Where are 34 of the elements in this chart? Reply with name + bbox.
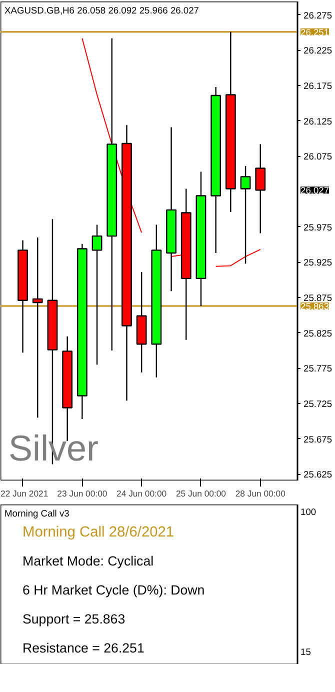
text: Morning Call 28/6/2021	[22, 524, 174, 540]
candlestick	[255, 144, 266, 234]
x-tick-label: 28 Jun 00:00	[235, 488, 286, 498]
text: 100	[300, 507, 316, 517]
text: Resistance = 26.251	[22, 640, 144, 656]
text: 15	[300, 647, 311, 657]
y-tick-label: 26.125	[304, 116, 332, 126]
text: Support = 25.863	[22, 612, 126, 626]
y-tick-label: 25.975	[304, 222, 332, 232]
y-tick-label: 26.175	[304, 81, 332, 92]
x-tick-label: 24 Jun 00:00	[116, 488, 167, 498]
y-tick-label: 26.225	[304, 46, 332, 56]
y-tick-label: 25.925	[304, 258, 332, 268]
y-tick-label: 26.075	[304, 152, 332, 162]
ref-line-label: 26.251	[300, 27, 330, 38]
y-tick-label: 25.775	[304, 364, 332, 374]
y-tick-label: 25.875	[304, 293, 332, 304]
text: 26.027	[300, 186, 330, 196]
y-tick-label: 26.275	[304, 10, 332, 20]
chart-title: XAGUSD.GB,H6 26.058 26.092 25.966 26.027	[4, 6, 199, 16]
text: 6 Hr Market Cycle (D%): Down	[22, 582, 205, 598]
text: Market Mode: Cyclical	[22, 554, 154, 568]
y-tick-label: 25.725	[304, 398, 332, 409]
y-tick-label: 25.625	[304, 470, 332, 480]
x-tick-label: 23 Jun 00:00	[57, 488, 108, 498]
text: Morning Call v3	[4, 508, 70, 518]
y-tick-label: 25.675	[304, 434, 332, 444]
x-tick-label: 25 Jun 00:00	[176, 488, 226, 498]
candlestick	[32, 236, 43, 418]
ref-line-label: 25.863	[300, 301, 330, 312]
y-tick-label: 25.825	[304, 328, 332, 338]
candlestick	[92, 224, 102, 366]
candlestick	[240, 166, 251, 264]
x-tick-label: 22 Jun 2021	[0, 488, 48, 498]
